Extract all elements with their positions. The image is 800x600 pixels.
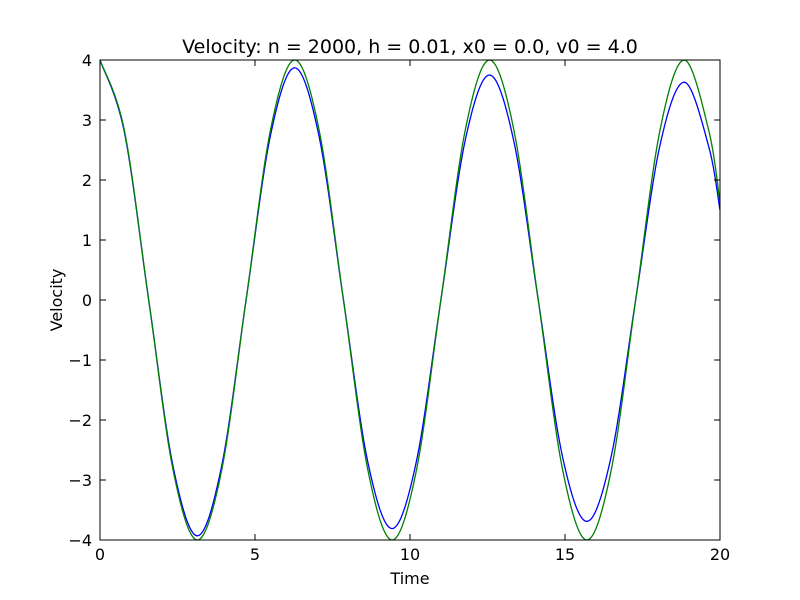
y-tick-label: −3: [68, 471, 92, 490]
x-tick-label: 10: [400, 545, 420, 564]
y-tick-label: 4: [82, 51, 92, 70]
x-tick-label: 5: [250, 545, 260, 564]
x-tick-label: 15: [555, 545, 575, 564]
y-axis-label: Velocity: [47, 269, 66, 332]
y-tick-label: 1: [82, 231, 92, 250]
y-tick-label: 3: [82, 111, 92, 130]
plot-frame: [99, 59, 721, 541]
chart-title: Velocity: n = 2000, h = 0.01, x0 = 0.0, …: [182, 36, 638, 58]
x-tick-label: 20: [710, 545, 730, 564]
x-axis-label: Time: [389, 569, 429, 588]
y-tick-label: −1: [68, 351, 92, 370]
series-line-2: [99, 59, 721, 541]
y-tick-label: −2: [68, 411, 92, 430]
y-tick-label: 0: [82, 291, 92, 310]
plot-lines: [99, 59, 721, 541]
y-tick-label: −4: [68, 531, 92, 550]
y-tick-label: 2: [82, 171, 92, 190]
x-tick-label: 0: [95, 545, 105, 564]
series-line-1: [99, 59, 721, 537]
axis-ticks: 0 5 10 15 20 −4 −3 −2 −1 0 1 2 3 4: [68, 51, 730, 564]
